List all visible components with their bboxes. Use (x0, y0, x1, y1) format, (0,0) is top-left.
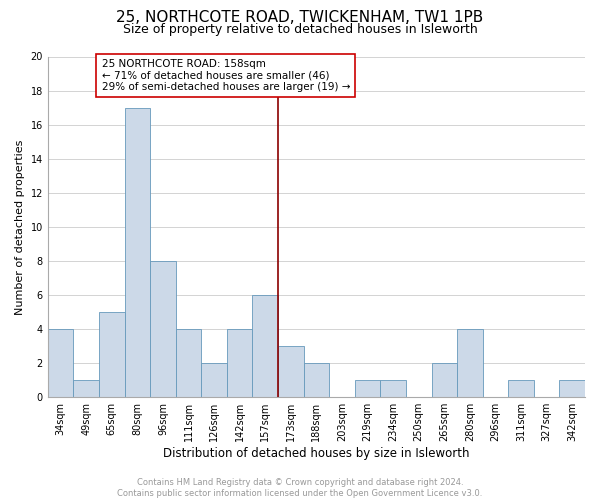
Bar (176, 329, 201, 397)
Bar (73, 380, 99, 397)
Text: Contains HM Land Registry data © Crown copyright and database right 2024.
Contai: Contains HM Land Registry data © Crown c… (118, 478, 482, 498)
Bar (48, 329, 73, 397)
Bar (508, 380, 534, 397)
Bar (125, 108, 150, 397)
Text: 25, NORTHCOTE ROAD, TWICKENHAM, TW1 1PB: 25, NORTHCOTE ROAD, TWICKENHAM, TW1 1PB (116, 10, 484, 25)
Bar (99, 312, 125, 397)
Bar (201, 363, 227, 397)
Bar (431, 363, 457, 397)
X-axis label: Distribution of detached houses by size in Isleworth: Distribution of detached houses by size … (163, 447, 470, 460)
Bar (380, 380, 406, 397)
Bar (150, 261, 176, 397)
Y-axis label: Number of detached properties: Number of detached properties (15, 139, 25, 314)
Bar (304, 363, 329, 397)
Text: Size of property relative to detached houses in Isleworth: Size of property relative to detached ho… (122, 22, 478, 36)
Bar (278, 346, 304, 397)
Bar (253, 295, 278, 397)
Bar (457, 329, 482, 397)
Text: 25 NORTHCOTE ROAD: 158sqm
← 71% of detached houses are smaller (46)
29% of semi-: 25 NORTHCOTE ROAD: 158sqm ← 71% of detac… (101, 59, 350, 92)
Bar (559, 380, 585, 397)
Bar (355, 380, 380, 397)
Bar (227, 329, 253, 397)
